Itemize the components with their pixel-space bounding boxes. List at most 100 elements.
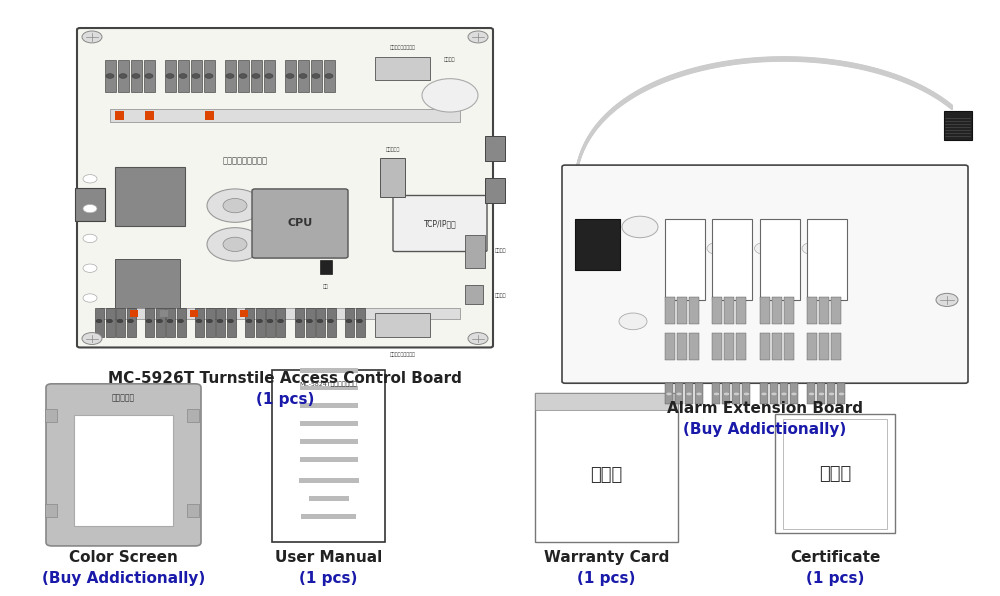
Circle shape (192, 74, 200, 79)
Bar (736, 297, 746, 324)
Bar (575, 219, 620, 270)
Circle shape (619, 313, 647, 330)
Bar (100, 308, 460, 319)
Bar (45, 504, 57, 517)
Circle shape (156, 319, 162, 323)
Circle shape (252, 74, 260, 79)
Circle shape (145, 74, 153, 79)
Bar (216, 308, 225, 337)
Circle shape (256, 319, 262, 323)
Bar (118, 60, 129, 92)
Bar (326, 308, 336, 337)
Circle shape (328, 319, 334, 323)
Circle shape (265, 74, 273, 79)
Bar (105, 60, 116, 92)
Circle shape (83, 264, 97, 272)
Bar (298, 478, 358, 483)
Bar (685, 383, 693, 404)
Text: 报警扩展口: 报警扩展口 (386, 147, 400, 151)
Bar (75, 188, 105, 221)
Bar (266, 308, 275, 337)
Bar (380, 158, 405, 197)
Bar (712, 383, 720, 404)
FancyBboxPatch shape (252, 189, 348, 258)
Bar (251, 60, 262, 92)
Bar (206, 308, 215, 337)
Bar (345, 308, 354, 337)
Bar (732, 383, 740, 404)
Bar (742, 383, 750, 404)
Bar (238, 60, 249, 92)
Bar (226, 308, 236, 337)
Bar (298, 60, 309, 92)
Circle shape (217, 319, 223, 323)
Circle shape (299, 74, 307, 79)
Bar (204, 60, 215, 92)
Circle shape (117, 319, 123, 323)
Bar (837, 383, 845, 404)
Bar (74, 415, 173, 526)
Text: 出口刷卡读卡器接口: 出口刷卡读卡器接口 (390, 45, 416, 50)
Text: (1 pcs): (1 pcs) (577, 570, 636, 586)
Circle shape (128, 319, 134, 323)
Circle shape (346, 319, 352, 323)
Bar (300, 439, 358, 444)
Bar (131, 60, 142, 92)
Bar (156, 308, 164, 337)
Bar (144, 60, 155, 92)
Bar (300, 386, 358, 390)
Text: 道闸专用门禁控制器: 道闸专用门禁控制器 (222, 156, 268, 166)
Circle shape (207, 189, 263, 222)
Circle shape (82, 333, 102, 344)
Bar (115, 111, 124, 120)
Circle shape (96, 319, 102, 323)
Bar (225, 60, 236, 92)
Circle shape (422, 79, 478, 112)
Bar (95, 308, 104, 337)
Circle shape (83, 175, 97, 183)
Circle shape (468, 31, 488, 43)
Bar (675, 383, 683, 404)
Bar (306, 308, 314, 337)
Bar (772, 297, 782, 324)
Circle shape (286, 74, 294, 79)
Text: Certificate: Certificate (790, 550, 880, 565)
Text: Warranty Card: Warranty Card (544, 550, 669, 565)
Circle shape (325, 74, 333, 79)
Bar (285, 60, 296, 92)
Bar (106, 308, 114, 337)
Bar (110, 109, 460, 122)
Bar (535, 393, 678, 542)
Bar (485, 178, 505, 203)
Circle shape (312, 74, 320, 79)
Bar (736, 333, 746, 360)
Circle shape (743, 392, 750, 396)
Circle shape (781, 392, 787, 396)
Bar (819, 333, 829, 360)
Bar (770, 383, 778, 404)
Bar (375, 57, 430, 80)
Bar (160, 310, 168, 317)
Bar (689, 297, 699, 324)
Bar (665, 383, 673, 404)
FancyBboxPatch shape (562, 165, 968, 383)
Text: 辅助接口: 辅助接口 (495, 248, 507, 253)
Circle shape (226, 74, 234, 79)
Text: 音量接口: 音量接口 (495, 293, 507, 297)
Circle shape (239, 74, 247, 79)
Bar (790, 383, 798, 404)
Circle shape (791, 392, 797, 396)
Bar (316, 308, 325, 337)
Bar (375, 313, 430, 337)
Bar (665, 219, 705, 300)
Bar (187, 504, 199, 517)
Bar (272, 370, 385, 542)
Circle shape (723, 392, 729, 396)
Circle shape (167, 319, 173, 323)
Bar (831, 333, 841, 360)
Bar (145, 308, 154, 337)
Circle shape (207, 228, 263, 261)
Text: (Buy Addictionally): (Buy Addictionally) (42, 570, 205, 586)
Circle shape (733, 392, 739, 396)
Bar (308, 496, 349, 501)
